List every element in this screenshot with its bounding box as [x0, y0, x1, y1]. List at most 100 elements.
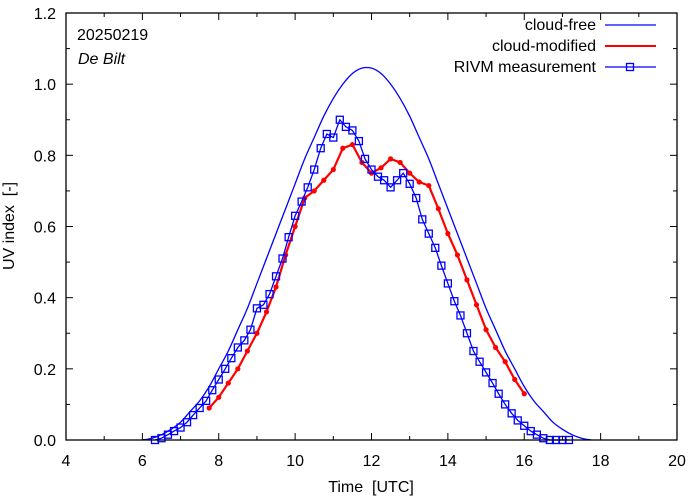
- data-point-rivm-measurement: [208, 386, 217, 395]
- data-point-rivm-measurement: [475, 357, 484, 366]
- y-tick-label: 0.2: [34, 362, 56, 379]
- y-axis-ticks: 0.0 0.2 0.4 0.6 0.8 1.0 1.2: [34, 6, 677, 450]
- data-point-rivm-measurement: [494, 389, 503, 398]
- data-point-rivm-measurement: [354, 136, 364, 146]
- x-tick-label: 18: [592, 453, 610, 470]
- data-point-cloud-modified: [435, 206, 441, 212]
- data-point-cloud-modified: [483, 327, 489, 333]
- data-point-cloud-modified: [454, 252, 461, 258]
- data-point-rivm-measurement: [329, 133, 338, 142]
- data-point-rivm-measurement: [462, 329, 472, 338]
- data-point-cloud-modified: [216, 394, 222, 400]
- data-point-cloud-modified: [426, 182, 432, 189]
- data-point-rivm-measurement: [386, 183, 395, 192]
- data-point-cloud-modified: [473, 302, 480, 308]
- series-line-cloud-free: [142, 66, 592, 441]
- y-tick-label: 0.6: [34, 220, 56, 237]
- data-point-rivm-measurement: [481, 368, 491, 377]
- data-point-cloud-modified: [273, 284, 279, 290]
- x-axis-ticks: 4 6 8 10 12 14 16 18 20: [62, 13, 686, 470]
- data-point-rivm-measurement: [259, 300, 268, 309]
- plot-frame: [65, 12, 678, 441]
- x-tick-label: 14: [439, 453, 457, 470]
- x-axis-label: Time [UTC]: [328, 479, 414, 496]
- data-point-rivm-measurement: [297, 197, 306, 206]
- y-tick-label: 1.0: [34, 77, 56, 94]
- data-point-rivm-measurement: [456, 311, 465, 320]
- data-point-rivm-measurement: [513, 416, 522, 425]
- data-point-cloud-modified: [493, 344, 499, 351]
- data-point-rivm-measurement: [360, 154, 370, 164]
- data-point-rivm-measurement: [507, 409, 516, 418]
- data-point-cloud-modified: [330, 166, 336, 173]
- x-tick-label: 4: [62, 453, 71, 470]
- data-point-rivm-measurement: [316, 144, 325, 153]
- data-point-rivm-measurement: [412, 193, 421, 203]
- data-point-cloud-modified: [244, 348, 250, 354]
- y-tick-label: 0.4: [34, 291, 56, 308]
- data-point-rivm-measurement: [418, 215, 427, 224]
- legend: cloud-free cloud-modified RIVM measureme…: [454, 17, 656, 76]
- data-point-rivm-measurement: [399, 168, 408, 178]
- data-point-rivm-measurement: [335, 115, 344, 124]
- series-layer: [142, 66, 592, 445]
- legend-label-cloud-modified: cloud-modified: [492, 38, 596, 55]
- data-point-cloud-modified: [521, 391, 527, 397]
- data-point-rivm-measurement: [348, 126, 357, 135]
- x-tick-label: 16: [515, 453, 533, 470]
- y-tick-label: 0.8: [34, 148, 56, 165]
- data-point-rivm-measurement: [284, 233, 293, 242]
- data-point-cloud-modified: [445, 231, 451, 237]
- data-point-cloud-modified: [397, 159, 403, 166]
- data-point-rivm-measurement: [501, 400, 510, 409]
- data-point-rivm-measurement: [189, 410, 198, 420]
- data-point-cloud-modified: [263, 309, 270, 315]
- data-point-rivm-measurement: [450, 297, 459, 306]
- data-point-rivm-measurement: [310, 165, 319, 174]
- data-point-rivm-measurement: [227, 354, 236, 363]
- data-point-cloud-modified: [464, 277, 470, 283]
- data-point-rivm-measurement: [246, 325, 255, 334]
- x-tick-label: 12: [363, 453, 381, 470]
- data-point-rivm-measurement: [233, 343, 242, 352]
- data-point-cloud-modified: [407, 170, 413, 176]
- data-point-rivm-measurement: [221, 364, 230, 373]
- data-point-rivm-measurement: [520, 421, 529, 430]
- data-point-cloud-modified: [349, 142, 356, 148]
- x-tick-label: 6: [138, 453, 147, 470]
- series-line-rivm-measurement: [154, 119, 569, 441]
- date-annotation: 20250219: [77, 27, 148, 44]
- data-point-cloud-modified: [321, 177, 327, 183]
- data-point-rivm-measurement: [176, 423, 185, 432]
- data-point-rivm-measurement: [488, 378, 497, 388]
- data-point-rivm-measurement: [443, 279, 453, 288]
- x-tick-label: 10: [286, 453, 304, 470]
- legend-label-cloud-free: cloud-free: [525, 17, 596, 34]
- data-point-rivm-measurement: [265, 289, 274, 299]
- data-point-rivm-measurement: [201, 396, 211, 406]
- data-point-rivm-measurement: [437, 261, 446, 270]
- data-point-rivm-measurement: [290, 211, 300, 220]
- data-point-rivm-measurement: [367, 165, 376, 174]
- data-point-cloud-modified: [206, 405, 212, 411]
- data-point-cloud-modified: [502, 359, 508, 365]
- data-point-rivm-measurement: [405, 179, 414, 188]
- data-point-cloud-modified: [340, 145, 346, 151]
- data-point-rivm-measurement: [379, 176, 389, 185]
- data-point-rivm-measurement: [278, 254, 287, 263]
- series-line-cloud-modified: [208, 143, 526, 409]
- data-point-rivm-measurement: [303, 183, 312, 192]
- data-point-cloud-modified: [416, 179, 422, 185]
- y-axis-label: UV index [-]: [1, 182, 18, 270]
- legend-marker-rivm-measurement: [625, 62, 635, 72]
- data-point-rivm-measurement: [424, 229, 433, 238]
- data-point-cloud-modified: [254, 330, 260, 336]
- station-annotation: De Bilt: [78, 51, 126, 68]
- data-point-rivm-measurement: [271, 272, 281, 281]
- data-point-cloud-modified: [387, 156, 394, 162]
- data-point-rivm-measurement: [392, 176, 402, 185]
- y-tick-label: 0.0: [34, 433, 56, 450]
- data-point-cloud-modified: [512, 376, 518, 383]
- data-point-cloud-modified: [292, 223, 298, 230]
